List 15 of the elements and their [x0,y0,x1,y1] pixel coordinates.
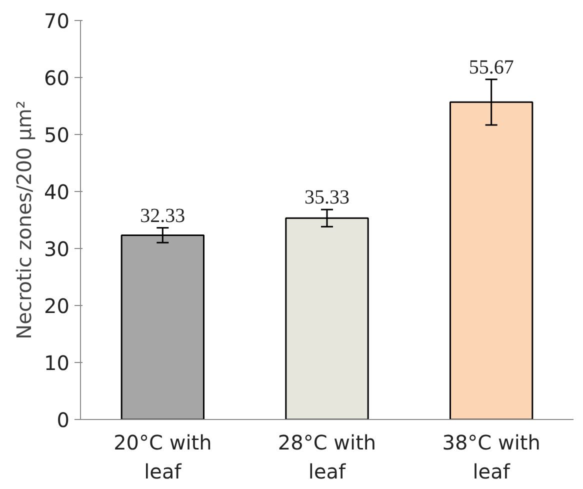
x-tick-label: 38°C with leaf [442,430,540,484]
data-label: 55.67 [468,56,514,78]
data-label: 35.33 [304,186,350,209]
y-tick-label: 40 [44,180,70,204]
data-label: 32.33 [140,204,186,227]
y-tick-label: 20 [44,294,70,318]
y-tick-label: 50 [44,123,70,147]
x-tick-label: 28°C with leaf [278,430,376,484]
y-tick-label: 70 [44,9,70,33]
y-tick-label: 60 [44,66,70,90]
y-tick-label: 0 [56,408,70,432]
x-tick-label: 20°C with leaf [114,430,212,484]
y-axis-title: Necrotic zones/200 µm² [12,100,36,340]
y-tick-label: 10 [44,351,70,375]
y-tick-label: 30 [44,237,70,261]
